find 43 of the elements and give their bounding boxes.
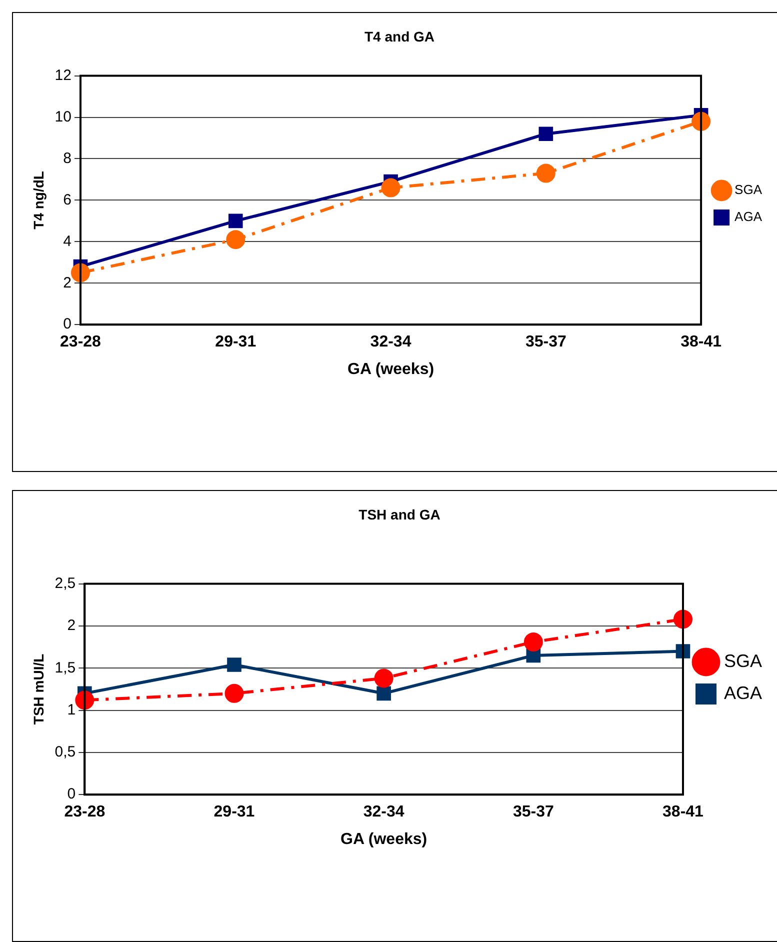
chart-title: TSH and GA [358,506,440,522]
chart-title: T4 and GA [364,28,435,44]
legend-label: AGA [734,209,762,224]
y-tick-label: 0,5 [54,744,76,761]
legend-label: AGA [724,682,762,703]
y-tick-label: 6 [63,191,72,208]
point [226,230,246,250]
x-tick-label: 29-31 [214,804,255,821]
point [538,126,554,142]
x-tick-label: 38-41 [662,804,704,821]
x-tick-label: 32-34 [370,334,412,351]
y-axis-title: TSH mUI/L [30,653,46,725]
y-tick-label: 12 [54,66,72,84]
x-tick-label: 35-37 [525,334,566,351]
y-tick-label: 0 [67,786,76,803]
y-tick-label: 4 [63,232,72,250]
x-tick-label: 38-41 [680,334,722,351]
y-tick-label: 2 [67,617,76,634]
point [536,164,556,183]
point [227,658,242,672]
y-axis-title: T4 ng/dL [30,170,46,230]
point [524,632,543,652]
x-tick-label: 35-37 [512,804,554,821]
y-tick-label: 0 [63,316,72,333]
x-axis-title: GA (weeks) [347,360,434,378]
legend-label: SGA [724,650,762,671]
y-tick-label: 1 [67,701,76,718]
point [228,214,243,228]
x-tick-label: 29-31 [215,334,256,351]
y-tick-label: 10 [54,108,72,126]
y-tick-label: 2,5 [54,574,76,592]
x-tick-label: 23-28 [64,804,106,821]
x-tick-label: 23-28 [60,334,102,351]
legend-label: SGA [734,182,762,198]
x-tick-label: 32-34 [363,804,404,821]
point [381,178,400,198]
y-tick-label: 8 [63,150,72,167]
point [374,668,394,688]
y-tick-label: 1,5 [54,659,76,676]
x-axis-title: GA (weeks) [340,830,428,848]
point [224,684,244,703]
y-tick-label: 2 [63,274,72,292]
point [376,686,391,701]
